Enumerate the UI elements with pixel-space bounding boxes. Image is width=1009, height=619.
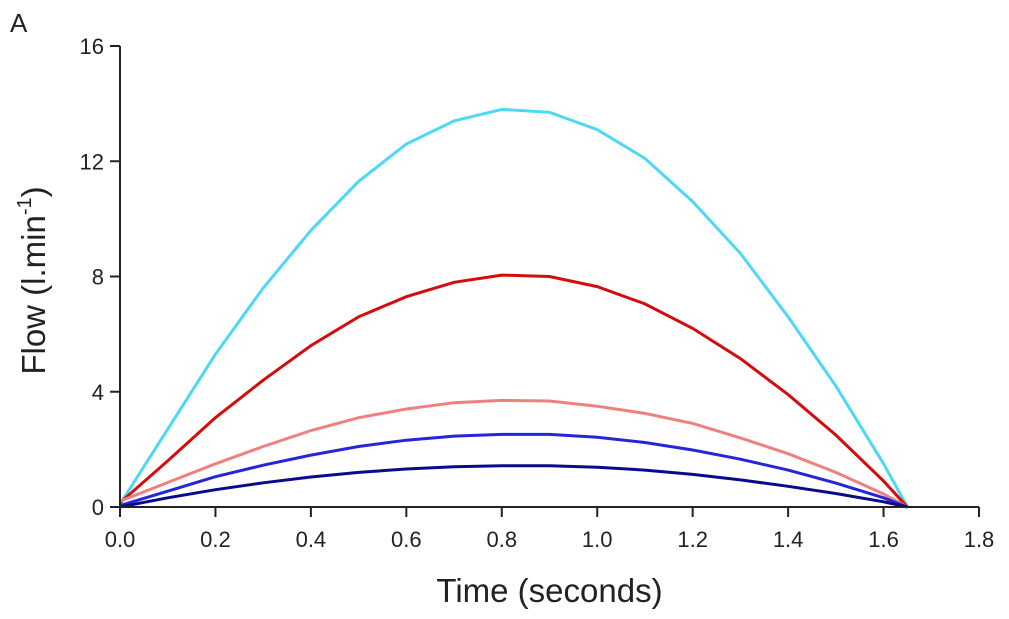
x-tick-label: 1.2	[677, 527, 708, 552]
x-tick-label: 0.8	[486, 527, 517, 552]
y-axis-title-main: Flow (l.min	[15, 215, 52, 375]
y-axis-title-close: )	[15, 186, 52, 197]
y-tick-label: 8	[92, 265, 104, 290]
y-tick-label: 0	[92, 495, 104, 520]
series-line-5	[119, 464, 908, 509]
panel-label: A	[10, 8, 28, 38]
x-tick-label: 1.4	[773, 527, 804, 552]
series-line-4	[119, 432, 908, 509]
y-tick-label: 12	[80, 149, 104, 174]
y-axis-title-superscript: -1	[14, 197, 36, 215]
x-tick-label: 0.0	[105, 527, 136, 552]
x-tick-label: 0.6	[391, 527, 422, 552]
y-tick-label: 16	[80, 34, 104, 59]
x-tick-label: 1.6	[868, 527, 899, 552]
x-axis-title: Time (seconds)	[436, 572, 662, 609]
x-tick-label: 1.0	[582, 527, 613, 552]
x-tick-label: 0.2	[200, 527, 231, 552]
x-tick-label: 1.8	[964, 527, 995, 552]
series-line-3	[119, 398, 909, 509]
x-tick-label: 0.4	[296, 527, 327, 552]
y-axis-title: Flow (l.min-1)	[14, 186, 52, 374]
series-layer	[118, 107, 909, 509]
series-line-1	[118, 107, 909, 508]
series-line-2	[119, 273, 909, 509]
y-tick-label: 4	[92, 380, 104, 405]
y-axis-ticks: 0 4 8 12 16	[80, 34, 120, 520]
x-axis-ticks: 0.0 0.2 0.4 0.6 0.8 1.0 1.2 1.4 1.6 1.8	[105, 507, 995, 552]
